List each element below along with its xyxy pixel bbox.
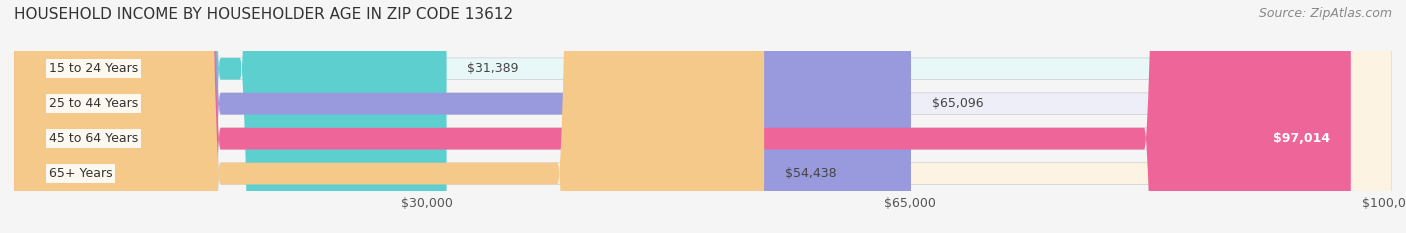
Text: $65,096: $65,096 xyxy=(932,97,983,110)
FancyBboxPatch shape xyxy=(14,0,763,233)
Text: $54,438: $54,438 xyxy=(785,167,837,180)
Text: 65+ Years: 65+ Years xyxy=(48,167,112,180)
Text: 25 to 44 Years: 25 to 44 Years xyxy=(48,97,138,110)
FancyBboxPatch shape xyxy=(14,0,911,233)
Text: 45 to 64 Years: 45 to 64 Years xyxy=(48,132,138,145)
FancyBboxPatch shape xyxy=(14,0,1351,233)
Text: HOUSEHOLD INCOME BY HOUSEHOLDER AGE IN ZIP CODE 13612: HOUSEHOLD INCOME BY HOUSEHOLDER AGE IN Z… xyxy=(14,7,513,22)
FancyBboxPatch shape xyxy=(14,0,1392,233)
Text: 15 to 24 Years: 15 to 24 Years xyxy=(48,62,138,75)
Text: $31,389: $31,389 xyxy=(467,62,519,75)
Text: $97,014: $97,014 xyxy=(1272,132,1330,145)
FancyBboxPatch shape xyxy=(14,0,447,233)
Text: Source: ZipAtlas.com: Source: ZipAtlas.com xyxy=(1258,7,1392,20)
FancyBboxPatch shape xyxy=(14,0,1392,233)
FancyBboxPatch shape xyxy=(14,0,1392,233)
FancyBboxPatch shape xyxy=(14,0,1392,233)
